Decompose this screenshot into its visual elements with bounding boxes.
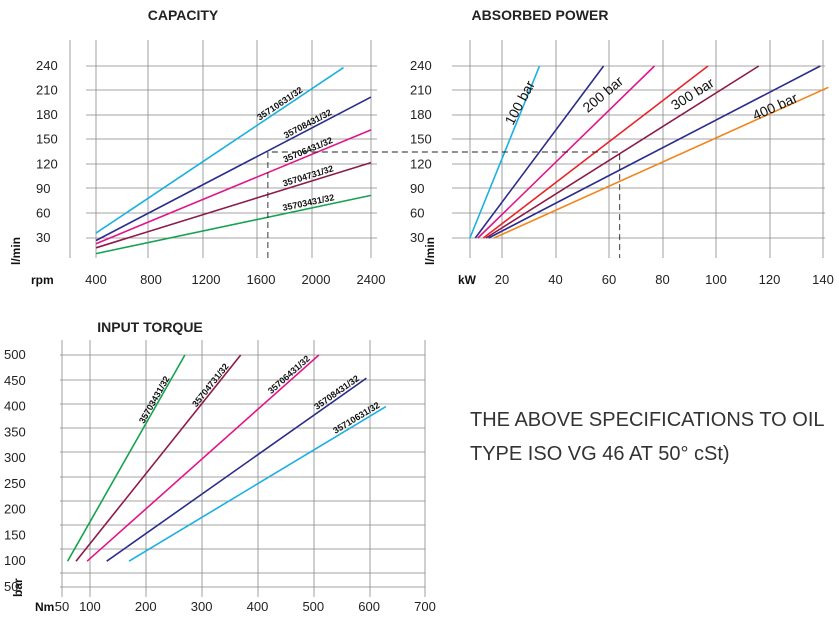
chart-0: CAPACITY 30 60 90 120 150 180 210 240 400 800 1200 1… [9,7,385,287]
x-tick-label: 1600 [247,272,276,287]
chart-2: INPUT TORQUE 50 100 150 200 250 300 350 400 450 50… [4,319,436,614]
series-label: 35704731/32 [190,361,231,408]
series-line [75,354,242,562]
pressure-label: 400 bar [750,89,800,123]
y-axis-unit: l/min [9,237,23,265]
y-tick-label: 180 [410,107,432,122]
x-tick-label: 800 [140,272,162,287]
x-tick-label: 600 [358,599,380,614]
y-tick-label: 200 [4,502,26,517]
chart-title: ABSORBED POWER [472,7,609,23]
x-tick-label: 100 [79,599,101,614]
y-tick-label: 30 [36,230,50,245]
x-tick-label: 120 [759,272,781,287]
series-line [128,405,387,562]
y-tick-label: 100 [4,553,26,568]
series-line [474,65,605,239]
chart-1: ABSORBED POWER 30 60 90 120 150 180 210 240 20 40 6… [410,7,834,287]
series-label: 35703431/32 [282,192,335,213]
pressure-label: 200 bar [579,73,626,116]
series-line [95,194,372,255]
x-tick-label: 20 [495,272,509,287]
x-tick-label: 400 [247,599,269,614]
series-label: 35706431/32 [266,353,312,395]
y-tick-label: 120 [410,156,432,171]
y-tick-label: 210 [410,83,432,98]
x-tick-label: 300 [191,599,213,614]
y-axis-unit: l/min [423,237,437,265]
y-tick-label: 450 [4,373,26,388]
y-axis-unit: bar [11,578,25,597]
series-line [485,65,760,239]
y-tick-label: 90 [410,181,424,196]
y-tick-label: 50 [4,579,18,594]
series-line [493,86,829,239]
y-tick-label: 180 [36,107,58,122]
y-tick-label: 150 [4,527,26,542]
y-tick-label: 400 [4,399,26,414]
series-label: 35708431/32 [282,107,333,140]
y-tick-label: 250 [4,476,26,491]
y-tick-label: 150 [36,132,58,147]
y-tick-label: 90 [36,181,50,196]
x-axis-unit: kW [458,273,477,287]
series-line [95,96,372,242]
reference-dashed-line [267,151,621,258]
series-line [95,66,344,234]
x-tick-label: 140 [812,272,834,287]
x-tick-label: 1200 [192,272,221,287]
x-tick-label: 700 [414,599,436,614]
x-tick-label: 2400 [357,272,386,287]
x-axis-unit: rpm [31,273,54,287]
y-tick-label: 300 [4,450,26,465]
x-tick-label: 60 [602,272,616,287]
y-tick-label: 120 [36,156,58,171]
x-axis-unit: Nm [35,600,54,614]
y-tick-label: 60 [36,205,50,220]
series-line [106,377,367,562]
specifications-note: THE ABOVE SPECIFICATIONS TO OIL TYPE ISO… [470,409,824,465]
y-tick-label: 240 [36,58,58,73]
x-tick-label: 200 [135,599,157,614]
y-tick-label: 30 [410,230,424,245]
pressure-label: 100 bar [501,78,538,128]
y-tick-label: 210 [36,83,58,98]
series-line [95,129,372,245]
series-label: 35708431/32 [312,373,361,411]
chart-title: INPUT TORQUE [97,319,203,335]
series-label: 35710631/32 [331,400,381,436]
series-line [86,354,320,562]
x-tick-label: 400 [85,272,107,287]
x-tick-label: 50 [55,599,69,614]
x-tick-label: 500 [302,599,324,614]
x-tick-label: 2000 [302,272,331,287]
y-tick-label: 350 [4,424,26,439]
x-tick-label: 40 [548,272,562,287]
series-line [66,354,186,562]
x-tick-label: 80 [655,272,669,287]
series-line [95,161,372,249]
y-tick-label: 240 [410,58,432,73]
series-label: 35703431/32 [137,374,172,425]
y-tick-label: 500 [4,347,26,362]
x-tick-label: 100 [705,272,727,287]
y-tick-label: 150 [410,132,432,147]
series-label: 35710631/32 [255,85,304,123]
series-line [488,65,821,239]
chart-title: CAPACITY [148,7,219,23]
y-tick-label: 60 [410,205,424,220]
